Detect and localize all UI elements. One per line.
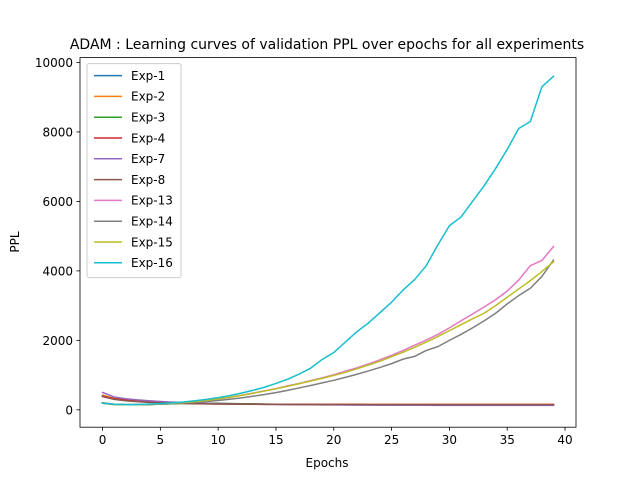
- legend-label: Exp-8: [131, 173, 165, 187]
- y-tick-label: 0: [65, 403, 73, 417]
- legend-label: Exp-4: [131, 131, 165, 145]
- legend-label: Exp-15: [131, 235, 173, 249]
- x-tick-label: 15: [268, 433, 283, 447]
- y-tick-label: 2000: [42, 334, 73, 348]
- legend-label: Exp-14: [131, 215, 173, 229]
- x-axis-label: Epochs: [306, 456, 349, 470]
- y-tick-label: 4000: [42, 264, 73, 278]
- x-tick-label: 0: [99, 433, 107, 447]
- y-axis-label: PPL: [8, 231, 22, 252]
- legend-label: Exp-2: [131, 90, 165, 104]
- y-tick-label: 8000: [42, 125, 73, 139]
- legend-label: Exp-1: [131, 69, 165, 83]
- y-tick-label: 6000: [42, 195, 73, 209]
- x-tick-label: 10: [211, 433, 226, 447]
- legend-label: Exp-7: [131, 152, 165, 166]
- series-line-exp-16: [101, 75, 555, 406]
- x-axis-ticks: 0 5 10 15 20 25 30 35 40: [99, 427, 573, 447]
- x-tick-label: 40: [557, 433, 572, 447]
- x-tick-label: 25: [384, 433, 399, 447]
- y-axis-ticks: 0 2000 4000 6000 8000 10000: [35, 56, 80, 417]
- x-tick-label: 20: [326, 433, 341, 447]
- legend-label: Exp-13: [131, 194, 173, 208]
- y-tick-label: 10000: [35, 56, 73, 70]
- x-tick-label: 5: [157, 433, 165, 447]
- legend-label: Exp-16: [131, 256, 173, 270]
- x-tick-label: 35: [500, 433, 515, 447]
- series-lines: [101, 75, 555, 407]
- legend: Exp-1 Exp-2 Exp-3 Exp-4 Exp-7 Exp-8 Exp-13 Exp-…: [86, 63, 182, 279]
- legend-label: Exp-3: [131, 111, 165, 125]
- plot-frame: [79, 57, 577, 428]
- x-tick-label: 30: [442, 433, 457, 447]
- chart-title: ADAM : Learning curves of validation PPL…: [70, 37, 584, 53]
